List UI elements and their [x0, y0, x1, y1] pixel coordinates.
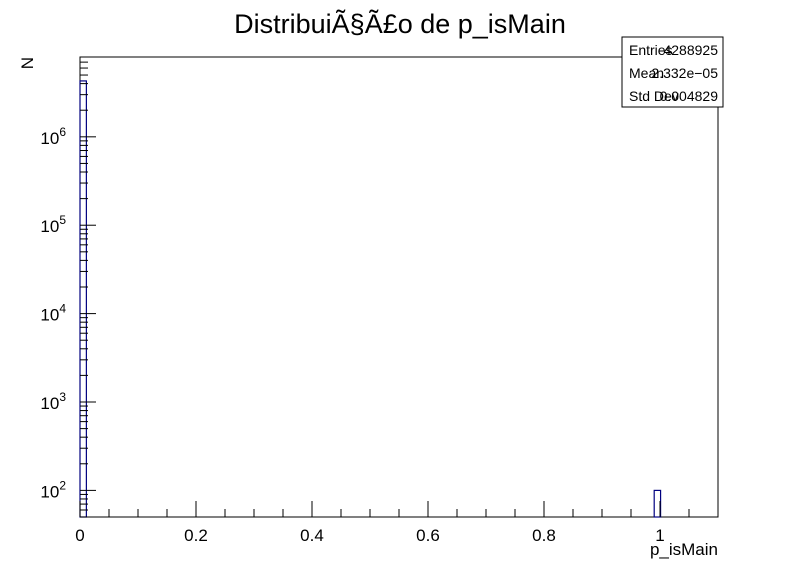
chart-title: DistribuiÃ§Ã£o de p_isMain [234, 8, 566, 39]
y-tick-label: 105 [40, 213, 66, 236]
stats-stddev-label: Std Dev [629, 88, 679, 104]
x-axis: 0 0.2 0.4 0.6 0.8 1 [75, 501, 719, 545]
stats-box: Entries 4288925 Mean 2.332e−05 Std Dev 0… [621, 36, 724, 108]
y-tick-label: 104 [40, 302, 66, 325]
y-axis-title: N [18, 57, 37, 69]
y-tick-label: 103 [40, 390, 66, 413]
stats-stddev-value: 0.004829 [660, 88, 719, 104]
histogram-bin-1 [653, 489, 662, 518]
x-tick-label: 0.8 [532, 526, 556, 545]
y-tick-label: 102 [40, 478, 66, 501]
x-axis-title: p_isMain [650, 540, 718, 559]
stats-entries-label: Entries [629, 42, 673, 58]
x-tick-label: 0.4 [300, 526, 324, 545]
y-tick-label: 106 [40, 125, 66, 148]
plot-frame [79, 56, 719, 518]
stats-entries-value: 4288925 [663, 42, 718, 58]
bars-group [79, 80, 662, 518]
stats-mean-label: Mean [629, 65, 664, 81]
stats-mean-value: 2.332e−05 [651, 65, 718, 81]
x-tick-label: 0.6 [416, 526, 440, 545]
x-tick-label: 1 [655, 526, 664, 545]
x-tick-label: 0.2 [184, 526, 208, 545]
y-axis: 102 103 104 105 106 [40, 56, 96, 518]
x-tick-label: 0 [75, 526, 84, 545]
histogram-bin-0 [79, 80, 87, 518]
stats-box-frame [621, 36, 724, 108]
